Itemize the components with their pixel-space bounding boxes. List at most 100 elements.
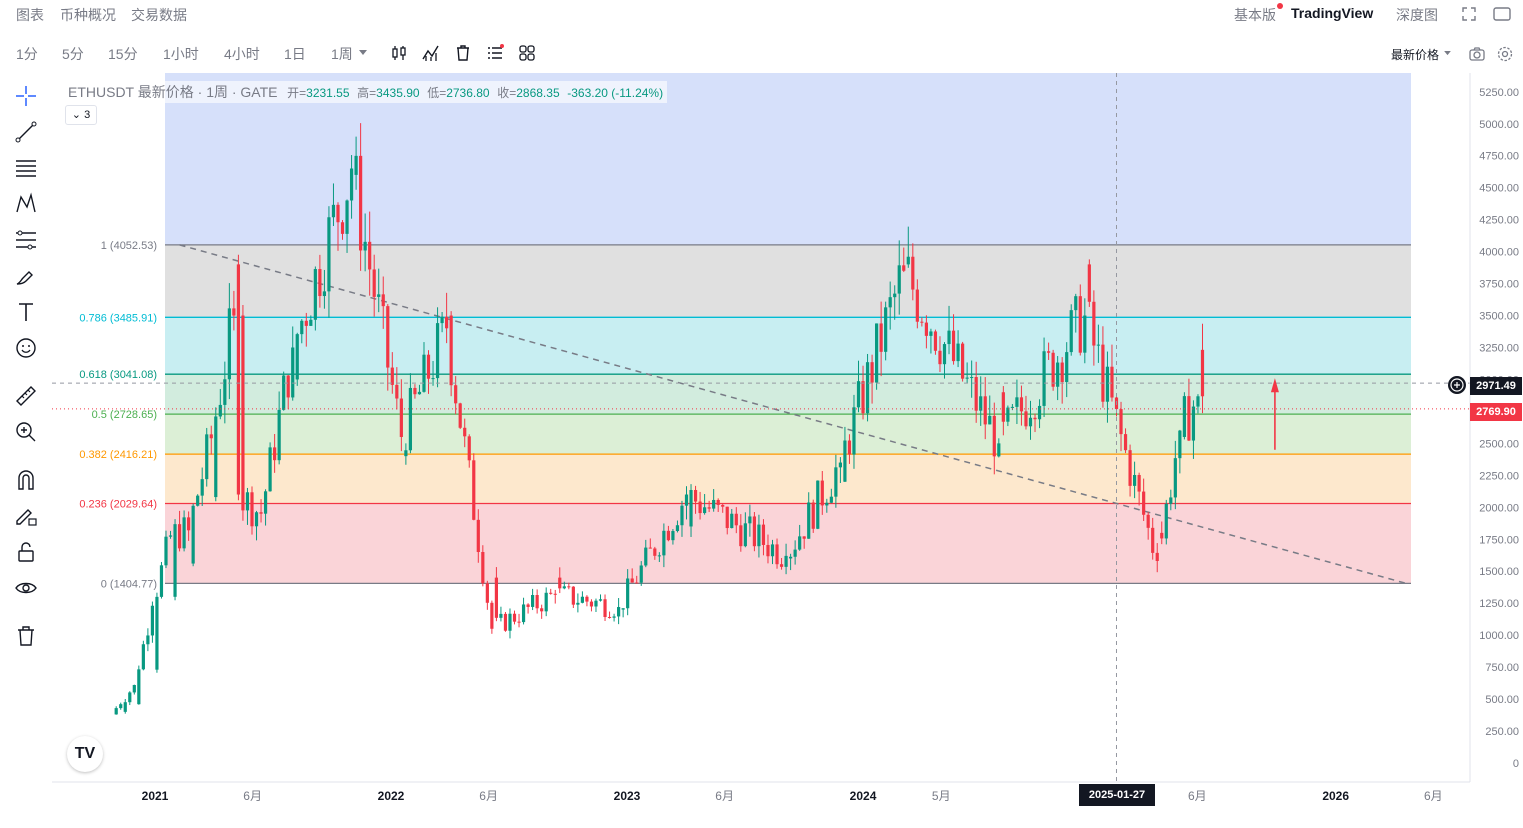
zoom-in-icon[interactable]: [14, 420, 38, 444]
price-mode-select[interactable]: 最新价格: [1391, 48, 1440, 62]
interval-1w[interactable]: 1周: [331, 46, 353, 62]
candle-body: [942, 344, 947, 365]
candle-body: [716, 499, 720, 505]
candle-body: [689, 489, 693, 527]
tab-chart[interactable]: 图表: [16, 7, 44, 23]
interval-1d[interactable]: 1日: [284, 46, 306, 62]
eye-icon[interactable]: [14, 576, 38, 600]
layout-grid-icon[interactable]: [518, 44, 536, 62]
candle-body: [829, 496, 833, 503]
fib-band: [165, 503, 1411, 584]
tradingview-logo[interactable]: TV: [67, 736, 103, 772]
candle-body: [1142, 491, 1146, 515]
trash-icon[interactable]: [454, 44, 472, 62]
crosshair-icon[interactable]: [14, 84, 38, 108]
text-tool-icon[interactable]: [14, 300, 38, 324]
candle-body: [1087, 264, 1091, 302]
high-label: 高=: [357, 86, 377, 100]
candle-body: [884, 307, 888, 352]
horizontal-lines-icon[interactable]: [14, 156, 38, 180]
add-alert-button[interactable]: [1448, 376, 1466, 394]
emoji-icon[interactable]: [14, 336, 38, 360]
collapse-count: 3: [84, 109, 91, 121]
candle-body: [979, 396, 983, 411]
candle-body: [965, 377, 969, 379]
notification-dot: [1277, 3, 1283, 9]
candle-body: [911, 256, 915, 290]
candle-body: [553, 593, 557, 595]
interval-15m[interactable]: 15分: [108, 46, 138, 62]
tradingview-button[interactable]: TradingView: [1291, 5, 1374, 21]
candle-body: [888, 297, 892, 308]
candle-type-icon[interactable]: [390, 44, 408, 62]
settings-gear-icon[interactable]: [1496, 45, 1514, 63]
object-list-icon[interactable]: [486, 44, 504, 62]
candle-body: [476, 519, 480, 553]
interval-4h[interactable]: 4小时: [224, 46, 260, 62]
legend-collapse-button[interactable]: ⌄ 3: [65, 105, 97, 125]
lock-icon[interactable]: [14, 540, 38, 564]
candle-body: [929, 331, 933, 336]
trend-line-icon[interactable]: [14, 120, 38, 144]
candle-body: [227, 308, 231, 380]
interval-5m[interactable]: 5分: [62, 46, 84, 62]
candle-body: [707, 507, 711, 509]
candle-body: [1069, 310, 1073, 353]
candle-body: [1191, 406, 1196, 441]
candle-body: [1160, 532, 1164, 539]
candle-body: [327, 217, 331, 292]
fib-level-label: 0.618 (3041.08): [79, 369, 157, 381]
candle-body: [974, 377, 978, 411]
candle-body: [223, 379, 227, 405]
chevron-down-icon[interactable]: [1444, 51, 1451, 56]
close-value: 2868.35: [516, 86, 560, 100]
candle-body: [1128, 450, 1132, 486]
fib-retracement-icon[interactable]: [14, 228, 38, 252]
candle-body: [1119, 409, 1123, 435]
candle-body: [666, 530, 671, 541]
chevron-down-icon[interactable]: [359, 50, 367, 56]
candle-body: [1155, 552, 1159, 561]
candle-body: [970, 377, 974, 379]
basic-version-button[interactable]: 基本版: [1234, 7, 1276, 23]
candle-body: [531, 595, 535, 607]
candle-body: [205, 434, 209, 480]
candle-body: [983, 396, 987, 425]
interval-1m[interactable]: 1分: [16, 46, 38, 62]
pattern-icon[interactable]: [14, 192, 38, 216]
candle-body: [879, 323, 883, 352]
candle-body: [499, 613, 503, 618]
candle-body: [739, 525, 743, 547]
candle-body: [268, 447, 272, 492]
indicators-icon[interactable]: [422, 44, 440, 62]
tab-coin-overview[interactable]: 币种概况: [60, 7, 116, 23]
candle-body: [431, 378, 435, 380]
trash-icon[interactable]: [14, 624, 38, 648]
lock-pencil-icon[interactable]: [14, 504, 38, 528]
candle-body: [313, 269, 317, 320]
candle-body: [902, 265, 906, 271]
candle-body: [712, 499, 716, 509]
interval-1h[interactable]: 1小时: [163, 46, 199, 62]
candle-body: [770, 544, 775, 557]
candle-body: [494, 577, 499, 618]
camera-icon[interactable]: [1468, 45, 1486, 63]
candle-body: [1096, 344, 1100, 346]
chart-legend: ETHUSDT 最新价格 · 1周 · GATE 开=3231.55 高=343…: [64, 81, 668, 103]
price-tick-label: 1500.00: [1479, 566, 1519, 578]
window-icon[interactable]: [1493, 6, 1511, 22]
brush-icon[interactable]: [14, 264, 38, 288]
fullscreen-icon[interactable]: [1461, 6, 1477, 22]
candle-body: [458, 403, 462, 428]
candle-body: [526, 604, 530, 607]
fib-band: [165, 374, 1411, 415]
candle-body: [368, 241, 372, 270]
tab-trade-data[interactable]: 交易数据: [131, 7, 187, 23]
symbol-title[interactable]: ETHUSDT 最新价格 · 1周 · GATE: [68, 84, 278, 100]
magnet-icon[interactable]: [14, 468, 38, 492]
candle-body: [300, 320, 304, 335]
ruler-icon[interactable]: [14, 384, 38, 408]
depth-chart-button[interactable]: 深度图: [1396, 7, 1438, 23]
crosshair-price-label: 2971.49: [1470, 377, 1522, 395]
